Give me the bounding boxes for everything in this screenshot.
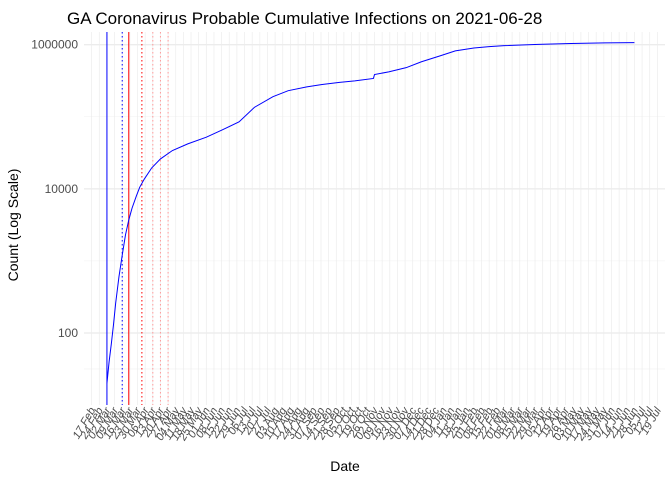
x-axis-title: Date [330,458,360,474]
series-layer [106,42,635,384]
cumulative-infections-line [106,42,635,384]
y-tick-label: 1000000 [31,38,78,52]
y-axis-title: Count (Log Scale) [5,169,21,282]
y-tick-label: 100 [58,326,78,340]
y-axis-ticks: 100 10000 1000000 [31,38,78,340]
y-tick-label: 10000 [45,182,79,196]
chart-title: GA Coronavirus Probable Cumulative Infec… [67,9,542,28]
grid [84,32,665,405]
